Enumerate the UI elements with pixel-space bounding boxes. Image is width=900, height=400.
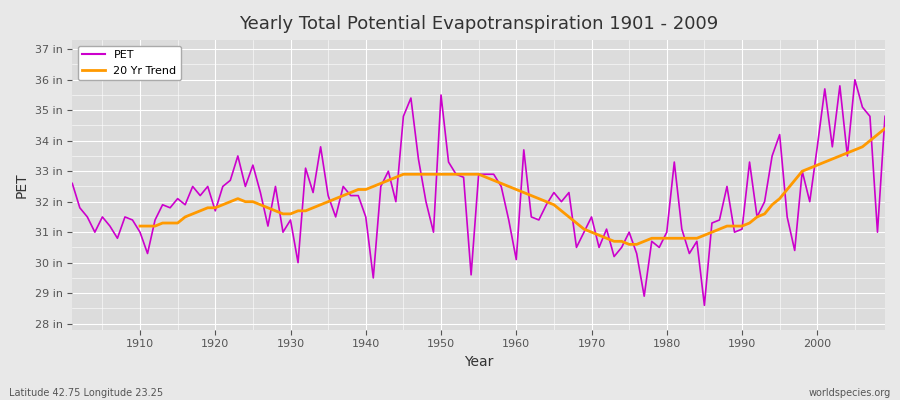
Title: Yearly Total Potential Evapotranspiration 1901 - 2009: Yearly Total Potential Evapotranspiratio… — [239, 15, 718, 33]
Y-axis label: PET: PET — [15, 172, 29, 198]
Legend: PET, 20 Yr Trend: PET, 20 Yr Trend — [77, 46, 181, 80]
Text: Latitude 42.75 Longitude 23.25: Latitude 42.75 Longitude 23.25 — [9, 388, 163, 398]
Text: worldspecies.org: worldspecies.org — [809, 388, 891, 398]
X-axis label: Year: Year — [464, 355, 493, 369]
